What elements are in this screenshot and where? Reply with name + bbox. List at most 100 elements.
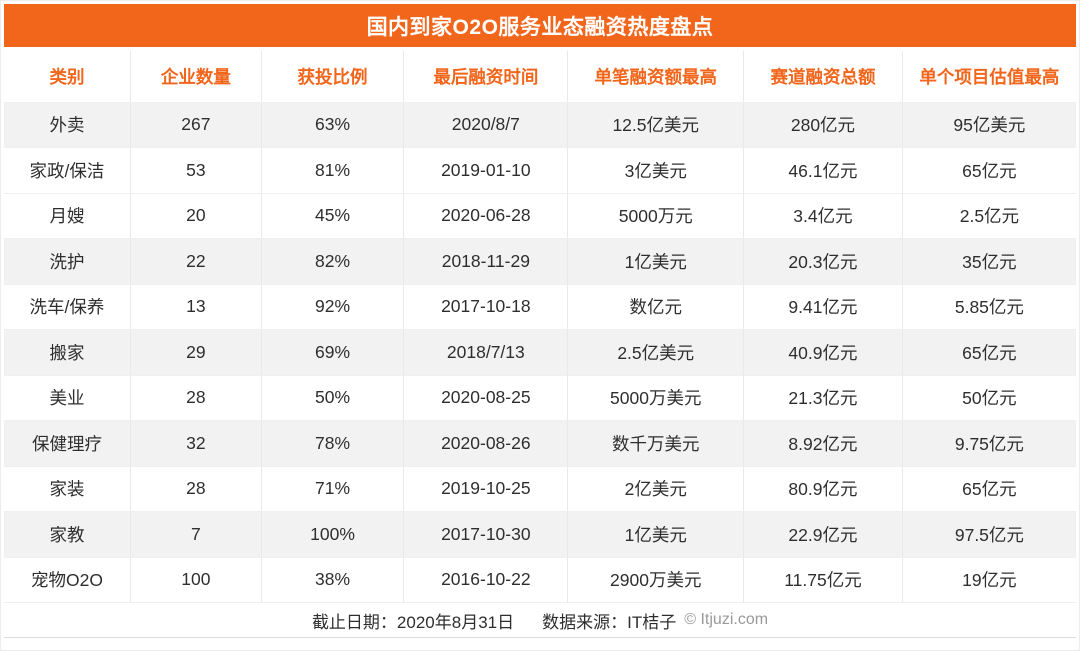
cell-category: 家政/保洁 bbox=[4, 147, 131, 194]
table-title: 国内到家O2O服务业态融资热度盘点 bbox=[366, 15, 714, 39]
cell-category: 保健理疗 bbox=[4, 420, 131, 467]
table-row: 外卖 267 63% 2020/8/7 12.5亿美元 280亿元 95亿美元 bbox=[4, 102, 1076, 148]
cell-category: 美业 bbox=[4, 375, 131, 421]
cell-track-total-funding: 46.1亿元 bbox=[743, 147, 903, 194]
cell-max-single-funding: 2亿美元 bbox=[567, 466, 745, 512]
column-header-track-total-funding: 赛道融资总额 bbox=[743, 51, 903, 103]
cell-last-funding-date: 2019-10-25 bbox=[403, 466, 569, 512]
cell-category: 洗车/保养 bbox=[4, 284, 131, 330]
column-header-category: 类别 bbox=[4, 51, 131, 103]
cell-max-project-valuation: 50亿元 bbox=[902, 375, 1076, 421]
cell-last-funding-date: 2020/8/7 bbox=[403, 102, 569, 148]
cell-category: 家教 bbox=[4, 511, 131, 558]
table-row: 家政/保洁 53 81% 2019-01-10 3亿美元 46.1亿元 65亿元 bbox=[4, 147, 1076, 194]
cell-track-total-funding: 3.4亿元 bbox=[743, 193, 903, 239]
cell-max-project-valuation: 65亿元 bbox=[902, 466, 1076, 512]
column-header-max-single-funding: 单笔融资额最高 bbox=[567, 51, 745, 103]
cell-max-single-funding: 1亿美元 bbox=[567, 511, 745, 558]
cell-company-count: 29 bbox=[130, 329, 262, 376]
cell-category: 外卖 bbox=[4, 102, 131, 148]
cell-max-single-funding: 2900万美元 bbox=[567, 557, 745, 603]
cell-company-count: 22 bbox=[130, 238, 262, 285]
cell-track-total-funding: 280亿元 bbox=[743, 102, 903, 148]
cell-max-project-valuation: 9.75亿元 bbox=[902, 420, 1076, 467]
cell-track-total-funding: 9.41亿元 bbox=[743, 284, 903, 330]
table-row: 保健理疗 32 78% 2020-08-26 数千万美元 8.92亿元 9.75… bbox=[4, 420, 1076, 467]
cell-max-single-funding: 3亿美元 bbox=[567, 147, 745, 194]
cell-last-funding-date: 2020-08-25 bbox=[403, 375, 569, 421]
cell-invested-ratio: 69% bbox=[261, 329, 405, 376]
cell-company-count: 20 bbox=[130, 193, 262, 239]
cell-invested-ratio: 50% bbox=[261, 375, 405, 421]
cell-invested-ratio: 63% bbox=[261, 102, 405, 148]
cell-max-single-funding: 数千万美元 bbox=[567, 420, 745, 467]
column-header-invested-ratio: 获投比例 bbox=[261, 51, 405, 103]
table-body: 外卖 267 63% 2020/8/7 12.5亿美元 280亿元 95亿美元 … bbox=[4, 102, 1076, 603]
cell-invested-ratio: 100% bbox=[261, 511, 405, 558]
cell-invested-ratio: 78% bbox=[261, 420, 405, 467]
cell-invested-ratio: 45% bbox=[261, 193, 405, 239]
cell-category: 洗护 bbox=[4, 238, 131, 285]
cell-max-project-valuation: 65亿元 bbox=[902, 329, 1076, 376]
cell-last-funding-date: 2019-01-10 bbox=[403, 147, 569, 194]
cell-company-count: 53 bbox=[130, 147, 262, 194]
table-row: 美业 28 50% 2020-08-25 5000万美元 21.3亿元 50亿元 bbox=[4, 375, 1076, 421]
cell-track-total-funding: 8.92亿元 bbox=[743, 420, 903, 467]
cell-company-count: 28 bbox=[130, 466, 262, 512]
cell-invested-ratio: 82% bbox=[261, 238, 405, 285]
cell-category: 家装 bbox=[4, 466, 131, 512]
cell-company-count: 100 bbox=[130, 557, 262, 603]
cell-company-count: 7 bbox=[130, 511, 262, 558]
cell-company-count: 267 bbox=[130, 102, 262, 148]
cell-max-single-funding: 5000万元 bbox=[567, 193, 745, 239]
cell-max-project-valuation: 65亿元 bbox=[902, 147, 1076, 194]
cell-last-funding-date: 2018/7/13 bbox=[403, 329, 569, 376]
cell-category: 搬家 bbox=[4, 329, 131, 376]
cell-last-funding-date: 2020-06-28 bbox=[403, 193, 569, 239]
table-row: 洗车/保养 13 92% 2017-10-18 数亿元 9.41亿元 5.85亿… bbox=[4, 284, 1076, 330]
cell-max-project-valuation: 5.85亿元 bbox=[902, 284, 1076, 330]
column-header-company-count: 企业数量 bbox=[130, 51, 262, 103]
cell-invested-ratio: 38% bbox=[261, 557, 405, 603]
cell-invested-ratio: 71% bbox=[261, 466, 405, 512]
cell-max-single-funding: 1亿美元 bbox=[567, 238, 745, 285]
cell-track-total-funding: 11.75亿元 bbox=[743, 557, 903, 603]
cell-last-funding-date: 2020-08-26 bbox=[403, 420, 569, 467]
cell-last-funding-date: 2017-10-18 bbox=[403, 284, 569, 330]
cell-company-count: 32 bbox=[130, 420, 262, 467]
cell-max-project-valuation: 35亿元 bbox=[902, 238, 1076, 285]
table-header-row: 类别 企业数量 获投比例 最后融资时间 单笔融资额最高 赛道融资总额 单个项目估… bbox=[4, 51, 1076, 103]
cell-category: 宠物O2O bbox=[4, 557, 131, 603]
cell-invested-ratio: 92% bbox=[261, 284, 405, 330]
footer-deadline: 截止日期：2020年8月31日 bbox=[311, 612, 515, 632]
cell-track-total-funding: 40.9亿元 bbox=[743, 329, 903, 376]
financing-data-table: 类别 企业数量 获投比例 最后融资时间 单笔融资额最高 赛道融资总额 单个项目估… bbox=[4, 51, 1076, 603]
table-row: 月嫂 20 45% 2020-06-28 5000万元 3.4亿元 2.5亿元 bbox=[4, 193, 1076, 239]
cell-category: 月嫂 bbox=[4, 193, 131, 239]
table-row: 宠物O2O 100 38% 2016-10-22 2900万美元 11.75亿元… bbox=[4, 557, 1076, 603]
cell-max-project-valuation: 95亿美元 bbox=[902, 102, 1076, 148]
table-row: 洗护 22 82% 2018-11-29 1亿美元 20.3亿元 35亿元 bbox=[4, 238, 1076, 285]
cell-track-total-funding: 20.3亿元 bbox=[743, 238, 903, 285]
cell-track-total-funding: 21.3亿元 bbox=[743, 375, 903, 421]
cell-max-project-valuation: 2.5亿元 bbox=[902, 193, 1076, 239]
table-title-bar: 国内到家O2O服务业态融资热度盘点 bbox=[4, 4, 1076, 47]
table-row: 家装 28 71% 2019-10-25 2亿美元 80.9亿元 65亿元 bbox=[4, 466, 1076, 512]
table-row: 搬家 29 69% 2018/7/13 2.5亿美元 40.9亿元 65亿元 bbox=[4, 329, 1076, 376]
column-header-max-project-valuation: 单个项目估值最高 bbox=[902, 51, 1076, 103]
table-header: 类别 企业数量 获投比例 最后融资时间 单笔融资额最高 赛道融资总额 单个项目估… bbox=[4, 51, 1076, 103]
column-header-last-funding-date: 最后融资时间 bbox=[403, 51, 569, 103]
cell-last-funding-date: 2017-10-30 bbox=[403, 511, 569, 558]
cell-last-funding-date: 2016-10-22 bbox=[403, 557, 569, 603]
table-row: 家教 7 100% 2017-10-30 1亿美元 22.9亿元 97.5亿元 bbox=[4, 511, 1076, 558]
footer-copyright: © Itjuzi.com bbox=[684, 611, 769, 628]
cell-company-count: 28 bbox=[130, 375, 262, 421]
cell-max-single-funding: 2.5亿美元 bbox=[567, 329, 745, 376]
cell-invested-ratio: 81% bbox=[261, 147, 405, 194]
footer-source: 数据来源：IT桔子 bbox=[542, 612, 677, 632]
cell-track-total-funding: 22.9亿元 bbox=[743, 511, 903, 558]
cell-company-count: 13 bbox=[130, 284, 262, 330]
cell-max-single-funding: 12.5亿美元 bbox=[567, 102, 745, 148]
cell-track-total-funding: 80.9亿元 bbox=[743, 466, 903, 512]
